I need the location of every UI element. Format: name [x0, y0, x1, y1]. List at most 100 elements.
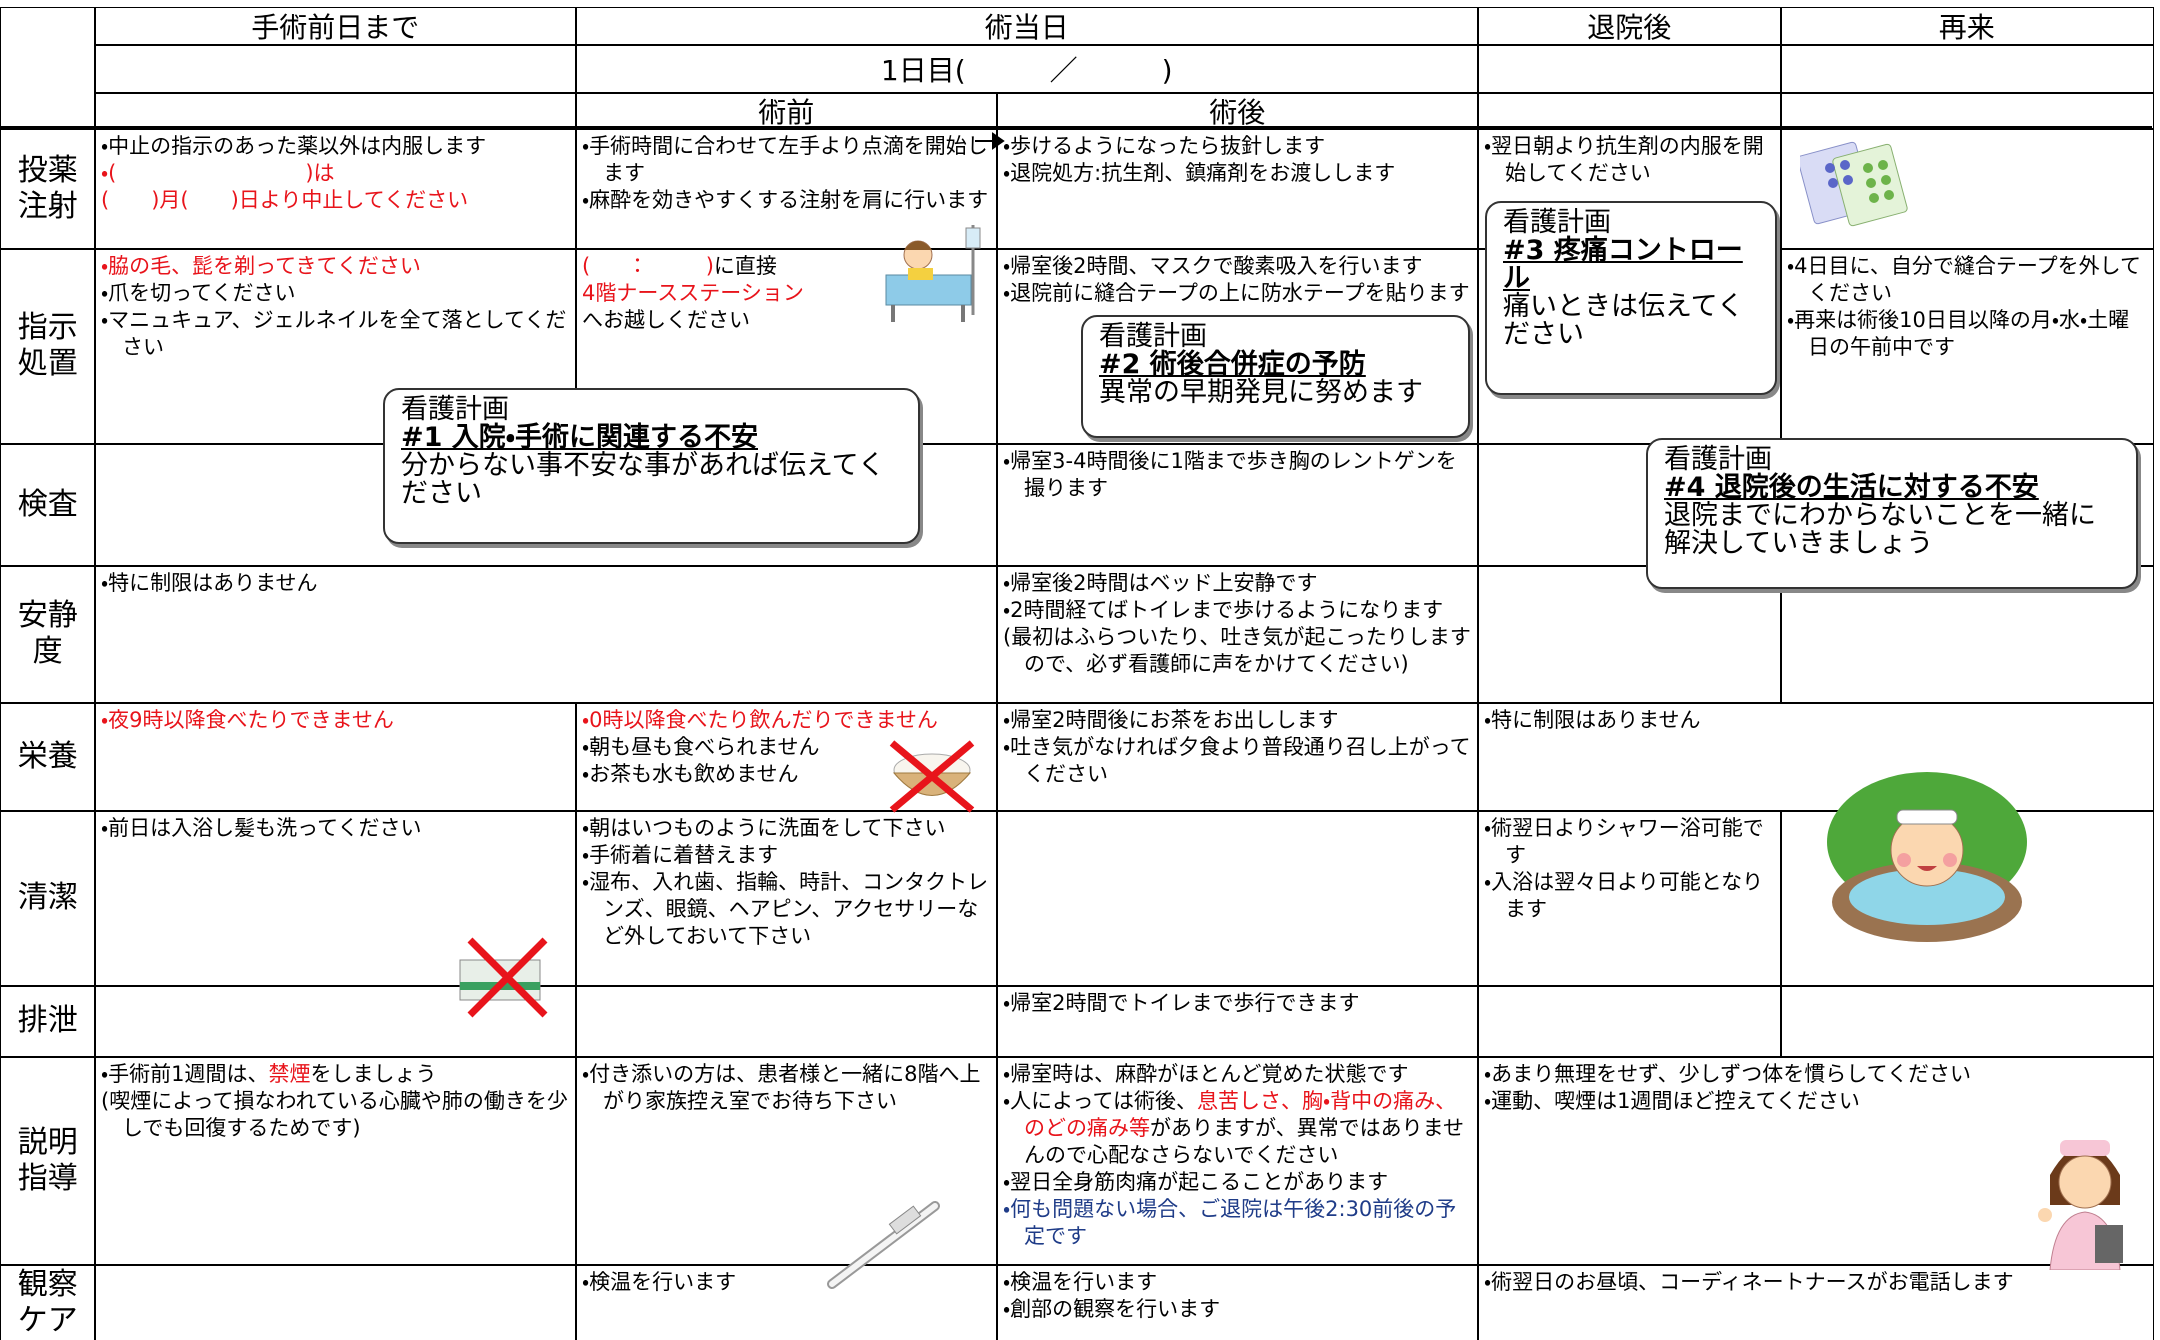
balloon-heading-text: #4 退院後の生活に対する不安 [1664, 472, 2039, 503]
cell: ・手術時間に合わせて左手より点滴を開始します ・麻酔を効きやすくする注射を肩に行い… [575, 128, 998, 250]
text: ・あまり無理をせず、少しずつ体を慣らしてください [1484, 1062, 1971, 1086]
column-header: 手術前日まで [94, 7, 577, 46]
text-line: ・検温を行います [582, 1269, 991, 1296]
row-label-text: 投薬注射 [17, 152, 78, 224]
text: ・術翌日のお昼頃、コーディネートナースがお電話します [1484, 1270, 2014, 1294]
corner-cell [0, 7, 96, 130]
text-line: ・朝はいつものように洗面をして下さい [582, 815, 991, 842]
cell [1780, 128, 2154, 250]
subcolumn-header-text: 術後 [1209, 95, 1266, 129]
text-line: ( ： )に直接 [582, 253, 991, 280]
column-header: 術当日 [575, 7, 1479, 46]
column-header: 再来 [1780, 7, 2154, 46]
balloon-title-text: 看護計画 [401, 394, 509, 425]
balloon-title: 看護計画 [1503, 209, 1759, 237]
text: ( ： ) [582, 254, 714, 278]
text: ・帰室3-4時間後に1階まで歩き胸のレントゲンを撮ります [1003, 449, 1457, 500]
cell: ・中止の指示のあった薬以外は内服します ・( )は ( )月( )日より中止してくだ… [94, 128, 577, 250]
balloon-body-text: 痛いときは伝えてください [1503, 291, 1744, 350]
text-line: ・朝も昼も食べられません [582, 734, 991, 761]
cell [1477, 565, 1782, 704]
balloon-body: 分からない事不安な事があれば伝えてください [401, 452, 902, 508]
text-line: ・術翌日のお昼頃、コーディネートナースがお電話します [1484, 1269, 2147, 1296]
cell: ・帰室時は、麻酔がほとんど覚めた状態です ・人によっては術後、息苦しさ、胸・背中の… [996, 1056, 1479, 1266]
text: ・翌日朝より抗生剤の内服を開始してください [1484, 134, 1764, 185]
text-line: ・帰室時は、麻酔がほとんど覚めた状態です [1003, 1061, 1472, 1088]
balloon-heading: #1 入院・手術に関連する不安 [401, 424, 902, 452]
balloon-heading-text: #3 疼痛コントロール [1503, 235, 1743, 294]
cell: ( ： )に直接 4階ナースステーション へお越しください [575, 248, 998, 445]
subcolumn-header-text: 術前 [758, 95, 815, 129]
cell: ・手術前1週間は、禁煙をしましょう (喫煙によって損なわれている心臓や肺の働きを少… [94, 1056, 577, 1266]
row-label: 排泄 [0, 985, 96, 1058]
text: (最初はふらついたり、吐き気が起こったりしますので、必ず看護師に声をかけてくださ… [1003, 625, 1471, 676]
cell: ・0時以降食べたり飲んだりできません ・朝も昼も食べられません ・お茶も水も飲めませ… [575, 702, 998, 812]
text-line: ・吐き気がなければ夕食より普段通り召し上がってください [1003, 734, 1472, 788]
cell: ・帰室2時間でトイレまで歩行できます [996, 985, 1479, 1058]
cell: ・検温を行います [575, 1264, 998, 1340]
cell: ・特に制限はありません [94, 565, 998, 704]
text: ・お茶も水も飲めません [582, 762, 799, 786]
text-line: ・検温を行います [1003, 1269, 1472, 1296]
text-line: ・爪を切ってください [101, 280, 570, 307]
text: ・帰室時は、麻酔がほとんど覚めた状態です [1003, 1062, 1409, 1086]
text: ・人によっては術後、 [1003, 1089, 1198, 1113]
text: ・中止の指示のあった薬以外は内服します [101, 134, 487, 158]
text: 禁煙 [268, 1062, 311, 1086]
text: ・マニュキュア、ジェルネイルを全て落としてください [101, 308, 567, 359]
text: ・朝はいつものように洗面をして下さい [582, 816, 946, 840]
text-line: ( )月( )日より中止してください [101, 187, 570, 214]
column-header-text: 再来 [1938, 11, 1995, 45]
text: ・湿布、入れ歯、指輪、時計、コンタクトレンズ、眼鏡、ヘアピン、アクセサリーなど外… [582, 870, 989, 948]
text: ・退院前に縫合テープの上に防水テープを貼ります [1003, 281, 1470, 305]
text-line: ・何も問題ない場合、ご退院は午後2:30前後の予定です [1003, 1196, 1472, 1250]
text-line: ・退院前に縫合テープの上に防水テープを貼ります [1003, 280, 1472, 307]
text-line: ・翌日全身筋肉痛が起こることがあります [1003, 1169, 1472, 1196]
text-line: (最初はふらついたり、吐き気が起こったりしますので、必ず看護師に声をかけてくださ… [1003, 624, 1472, 678]
row-label: 安静度 [0, 565, 96, 704]
text: (喫煙によって損なわれている心臓や肺の働きを少しでも回復するためです) [101, 1089, 568, 1140]
cell [1477, 985, 1782, 1058]
text-line: ・特に制限はありません [1484, 707, 2147, 734]
text: ・爪を切ってください [101, 281, 296, 305]
cell: ・歩けるようになったら抜針します ・退院処方:抗生剤、鎮痛剤をお渡しします [996, 128, 1479, 250]
row-label-text: 検査 [17, 486, 78, 522]
text: ・帰室後2時間はベッド上安静です [1003, 571, 1318, 595]
cell: ・朝はいつものように洗面をして下さい ・手術着に着替えます・湿布、入れ歯、指輪、時… [575, 810, 998, 987]
balloon-heading: #2 術後合併症の予防 [1099, 351, 1452, 379]
text: ・帰室後2時間、マスクで酸素吸入を行います [1003, 254, 1423, 278]
text-line: ・前日は入浴し髪も洗ってください [101, 815, 570, 842]
text: ・退院処方:抗生剤、鎮痛剤をお渡しします [1003, 161, 1396, 185]
row-label: 説明指導 [0, 1056, 96, 1266]
row-label: 観察ケア [0, 1264, 96, 1340]
balloon-heading: #3 疼痛コントロール [1503, 237, 1759, 293]
text: ・何も問題ない場合、ご退院は午後2:30前後の予定です [1003, 1197, 1457, 1248]
text: ・吐き気がなければ夕食より普段通り召し上がってください [1003, 735, 1471, 786]
text: ・手術着に着替えます [582, 843, 779, 867]
blank-cell [1477, 44, 1782, 94]
balloon-title-text: 看護計画 [1503, 207, 1611, 238]
blank-cell [1477, 92, 1782, 130]
cell: ・夜9時以降食べたりできません [94, 702, 577, 812]
text: ・付き添いの方は、患者様と一緒に8階へ上がり家族控え室でお待ち下さい [582, 1062, 981, 1113]
text-line: ・帰室2時間後にお茶をお出しします [1003, 707, 1472, 734]
pill-pack-image [1800, 141, 1908, 227]
text: 4階ナースステーション [582, 281, 804, 305]
balloon-title: 看護計画 [1099, 323, 1452, 351]
nurse-image [2038, 1140, 2123, 1270]
row-label: 栄養 [0, 702, 96, 812]
balloon-title-text: 看護計画 [1664, 444, 1772, 475]
cell: ・帰室3-4時間後に1階まで歩き胸のレントゲンを撮ります [996, 443, 1479, 567]
cell: ・あまり無理をせず、少しずつ体を慣らしてください ・運動、喫煙は1週間ほど控えてく… [1477, 1056, 2154, 1266]
text: ・特に制限はありません [101, 571, 318, 595]
drip-arrow [975, 132, 1005, 150]
text: ・再来は術後10日目以降の月・水・土曜日の午前中です [1787, 308, 2130, 359]
balloon-title: 看護計画 [401, 396, 902, 424]
cell: ・4日目に、自分で縫合テープを外してください ・再来は術後10日目以降の月・水・土… [1780, 248, 2154, 445]
text: ・検温を行います [582, 1270, 737, 1294]
text: 息苦しさ、胸・背中の痛み、のどの痛み等 [1024, 1089, 1457, 1140]
text-line: ・マニュキュア、ジェルネイルを全て落としてください [101, 307, 570, 361]
balloon-title: 看護計画 [1664, 446, 2120, 474]
text: ・特に制限はありません [1484, 708, 1701, 732]
